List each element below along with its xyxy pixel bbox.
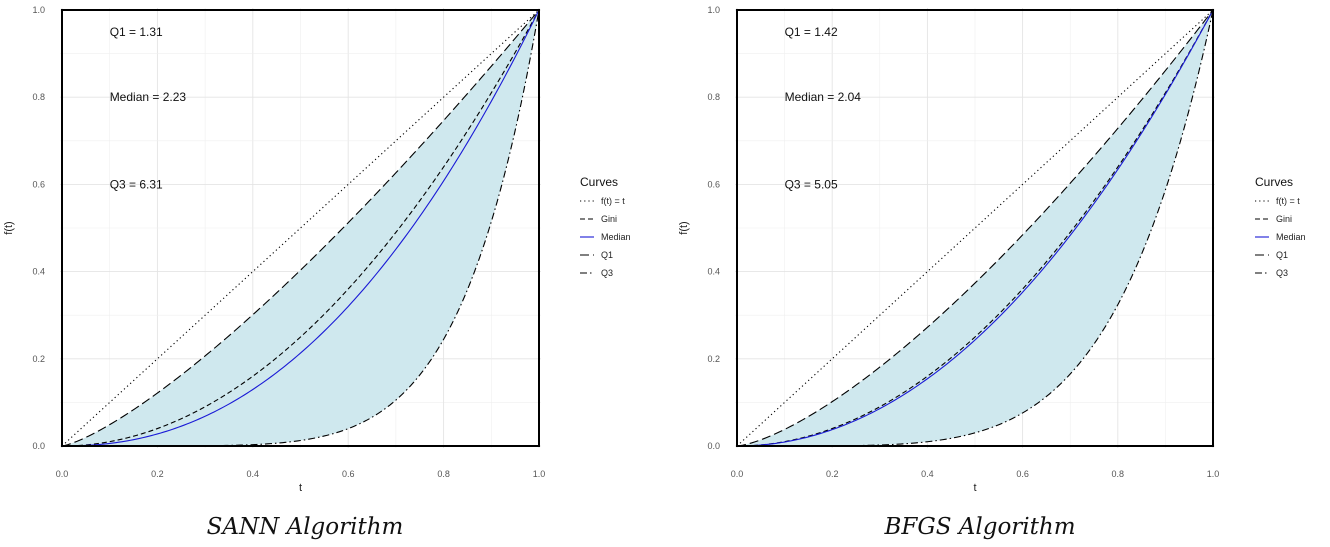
panel-border (736, 9, 1214, 447)
legend-label: Median (601, 232, 631, 242)
x-tick-label: 0.8 (437, 469, 450, 479)
y-axis-title: f(t) (3, 221, 15, 234)
x-tick-label: 0.2 (151, 469, 164, 479)
annotation-text: Q3 = 6.31 (110, 177, 163, 191)
legend-label: Q1 (601, 250, 613, 260)
annotation-text: Q3 = 5.05 (785, 177, 838, 191)
legend-label: f(t) = t (1276, 196, 1300, 206)
legend: Curves f(t) = t Gini Median Q1 Q3 (580, 175, 631, 278)
y-tick-label: 1.0 (32, 5, 45, 15)
series-line-median (61, 9, 540, 447)
legend-title: Curves (580, 175, 618, 189)
legend: Curves f(t) = t Gini Median Q1 Q3 (1255, 175, 1306, 278)
series-line-q1 (736, 9, 1214, 447)
legend-label: Gini (1276, 214, 1292, 224)
chart-caption: BFGS Algorithm (883, 514, 1075, 540)
y-tick-label: 0.6 (707, 179, 720, 189)
x-tick-label: 0.2 (826, 469, 839, 479)
legend-title: Curves (1255, 175, 1293, 189)
iqr-band (737, 10, 1213, 446)
x-tick-label: 1.0 (1207, 469, 1220, 479)
y-tick-label: 0.4 (707, 267, 720, 277)
y-tick-label: 0.0 (32, 441, 45, 451)
annotation-text: Median = 2.04 (785, 90, 862, 104)
x-tick-label: 0.4 (247, 469, 260, 479)
series-line-f-t-t (736, 9, 1214, 447)
legend-label: Q3 (601, 268, 613, 278)
y-tick-label: 0.2 (32, 354, 45, 364)
x-axis-title: t (299, 482, 302, 494)
annotation-text: Q1 = 1.31 (110, 25, 163, 39)
y-tick-label: 0.8 (32, 92, 45, 102)
series-line-f-t-t (61, 9, 540, 447)
y-tick-label: 0.2 (707, 354, 720, 364)
x-tick-label: 1.0 (533, 469, 546, 479)
x-tick-label: 0.6 (342, 469, 355, 479)
series-line-gini (736, 9, 1214, 447)
chart-panel-1: 0.0 0.2 0.4 0.6 0.8 1.0 0.0 0.2 0.4 0.6 0.8 1.0 t f(t… (3, 5, 631, 540)
y-axis-title: f(t) (678, 221, 690, 234)
series-line-gini (61, 9, 540, 447)
legend-label: f(t) = t (601, 196, 625, 206)
legend-label: Gini (601, 214, 617, 224)
x-tick-label: 0.0 (731, 469, 744, 479)
y-tick-label: 0.0 (707, 441, 720, 451)
legend-label: Q1 (1276, 250, 1288, 260)
chart-panel-2: 0.0 0.2 0.4 0.6 0.8 1.0 0.0 0.2 0.4 0.6 0.8 1.0 t f(t… (678, 5, 1306, 540)
iqr-band (62, 10, 539, 446)
y-tick-label: 0.6 (32, 179, 45, 189)
panel-border (61, 9, 540, 447)
x-tick-label: 0.4 (921, 469, 934, 479)
chart-caption: SANN Algorithm (207, 514, 404, 540)
x-tick-label: 0.8 (1112, 469, 1125, 479)
legend-label: Median (1276, 232, 1306, 242)
annotation-text: Q1 = 1.42 (785, 25, 838, 39)
y-tick-label: 0.4 (32, 267, 45, 277)
series-line-median (736, 9, 1214, 447)
y-tick-label: 0.8 (707, 92, 720, 102)
x-tick-label: 0.0 (56, 469, 69, 479)
legend-label: Q3 (1276, 268, 1288, 278)
annotation-text: Median = 2.23 (110, 90, 187, 104)
y-tick-label: 1.0 (707, 5, 720, 15)
x-tick-label: 0.6 (1016, 469, 1029, 479)
x-axis-title: t (973, 482, 976, 494)
